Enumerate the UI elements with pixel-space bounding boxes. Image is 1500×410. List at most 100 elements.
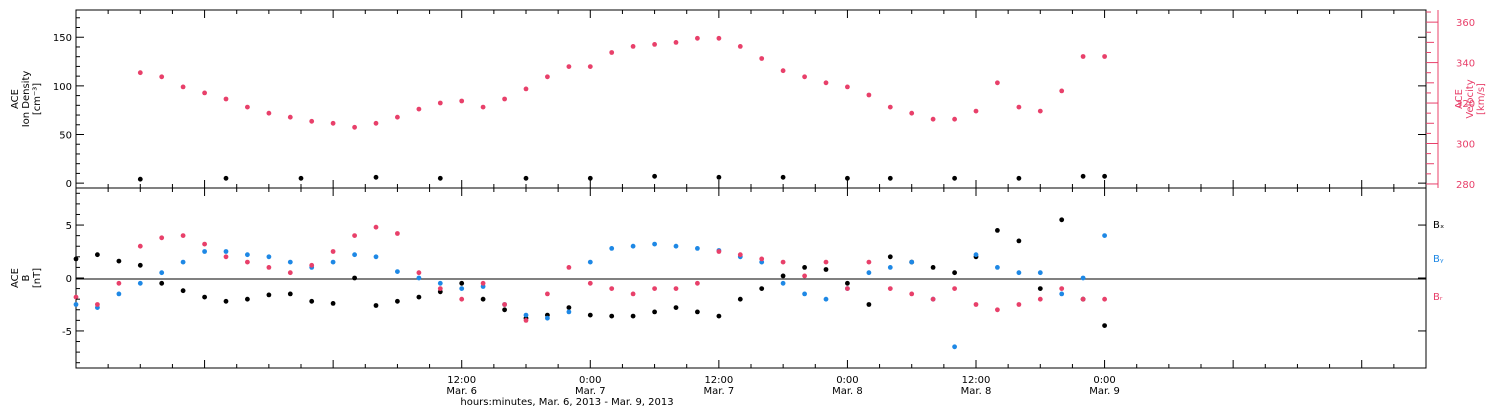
bottom-left-ylabel: ACE B [nT] [10,268,43,288]
top-left-ylabel-line2: Ion Density [21,71,32,128]
density-point [1016,175,1022,181]
bx-point [159,280,165,286]
by-point [823,296,829,302]
velocity-point [395,114,400,120]
bz-point [780,259,786,265]
bz-point [1080,296,1086,302]
bz-point [73,294,79,300]
by-point [180,259,186,265]
x-tick-label-time: 0:00 [579,375,601,386]
by-point [780,280,786,286]
bz-point [973,302,979,307]
by-point [587,259,593,265]
bx-point [652,309,657,315]
density-point [952,175,957,181]
density-point [845,175,850,181]
velocity-point [887,104,893,110]
bx-point [223,298,229,304]
bz-point [395,231,400,236]
bz-point [609,286,615,291]
bz-point [373,224,379,230]
velocity-point [609,50,615,55]
by-point [952,344,957,350]
top-panel-ticks: 0 50 100 150 280 300 320 340 360 [53,10,1475,191]
velocity-point [523,86,529,92]
y-tick-label: 50 [59,131,72,142]
velocity-point [373,120,379,126]
bx-point [566,305,572,310]
top-right-ylabel-line1: ACE [1454,89,1465,109]
bz-point [802,273,807,279]
bx-point [1102,323,1107,328]
density-point [1080,173,1086,179]
bottom-left-ylabel-line3: [nT] [32,268,43,288]
y-right-tick-label: 320 [1456,99,1475,110]
velocity-point [416,106,422,112]
bz-point [545,291,550,297]
bz-point [459,296,465,302]
legend-bz: Bᵣ [1433,292,1443,303]
by-point [802,291,807,297]
bz-point [1016,302,1022,307]
top-panel-marks [137,35,1107,182]
x-tick-label-date: Mar. 8 [961,386,992,397]
by-point [137,280,143,286]
bz-point [952,286,957,291]
bx-point [245,296,250,302]
velocity-point [437,100,443,106]
by-point [395,269,400,274]
bz-point [245,259,250,265]
velocity-point [159,74,165,80]
top-left-ylabel-line3: [cm⁻³] [32,83,43,115]
bx-point [116,258,122,264]
bx-point [866,302,872,307]
bx-point [416,294,422,300]
by-point [887,265,893,270]
velocity-point [137,70,143,76]
velocity-point [780,68,786,74]
bz-point [566,265,572,270]
bz-point [480,280,486,286]
by-point [630,243,636,249]
bz-point [759,256,765,262]
x-tick-label-date: Mar. 9 [1089,386,1120,397]
bz-point [416,270,422,276]
y-right-tick-label: 280 [1456,180,1475,191]
velocity-point [737,44,743,49]
by-point [1102,233,1107,239]
y-tick-label: 150 [53,33,72,44]
bottom-panel-frame [75,187,1427,369]
bz-point [287,270,293,276]
velocity-point [673,40,679,45]
bx-point [459,280,465,286]
x-tick-label-time: 12:00 [704,375,733,386]
velocity-point [459,98,465,104]
bz-point [202,241,208,247]
by-point [866,270,872,276]
bx-point [352,275,357,281]
bz-point [930,296,936,302]
x-tick-label-time: 0:00 [836,375,858,386]
bx-point [716,313,722,319]
bottom-panel-marks [73,217,1107,350]
density-point [1102,173,1107,179]
bx-point [609,313,615,319]
density-point [587,175,593,181]
bz-point [437,286,443,291]
density-point [716,174,722,180]
bx-point [137,262,143,268]
bz-point [587,280,593,286]
bx-point [823,267,829,272]
bz-point [737,252,743,258]
bz-point [309,262,315,268]
by-point [695,246,700,251]
bz-point [223,254,229,260]
velocity-point [973,108,979,114]
velocity-point [480,104,486,110]
bx-point [309,298,315,304]
velocity-point [995,80,1000,86]
bx-point [630,313,636,319]
bx-point [395,298,400,304]
x-axis-title: hours:minutes, Mar. 6, 2013 - Mar. 9, 20… [460,397,673,408]
by-point [437,280,443,286]
